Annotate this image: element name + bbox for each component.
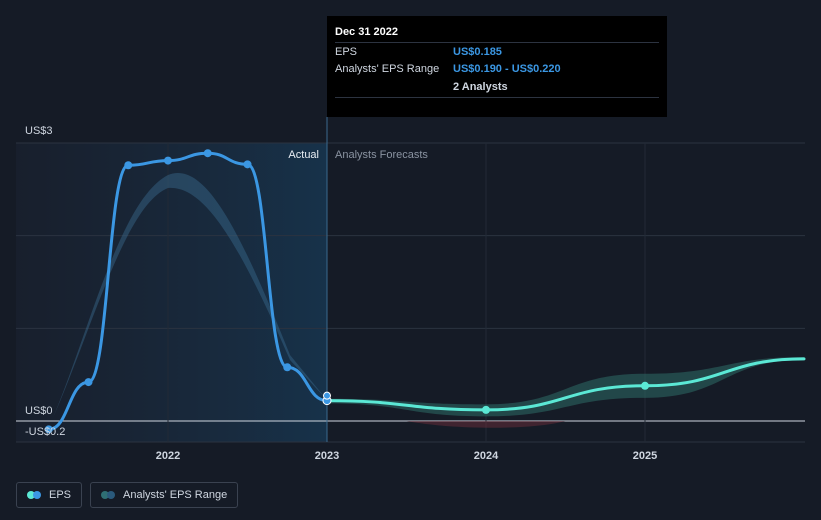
eps-point [44,425,53,434]
y-tick-label: -US$0.2 [25,426,65,438]
tooltip-range-row: Analysts' EPS Range US$0.190 - US$0.220 [335,60,659,77]
x-tick-label: 2022 [156,450,180,462]
actual-region [16,143,327,442]
tooltip-eps-row: EPS US$0.185 [335,42,659,60]
forecast-point [641,381,649,390]
tooltip-range-label: Analysts' EPS Range [335,62,440,75]
actual-region-bg [16,143,327,442]
x-tick-label: 2024 [474,450,499,462]
forecast-label: Analysts Forecasts [335,149,428,161]
tooltip-range-value: US$0.190 - US$0.220 [453,62,561,75]
eps-legend-icon [27,490,43,500]
hover-point [323,391,331,400]
forecast-point [482,405,490,414]
tooltip: Dec 31 2022 EPS US$0.185 Analysts' EPS R… [327,16,667,117]
eps-point [283,363,292,372]
tooltip-eps-value: US$0.185 [453,45,502,58]
range-legend-icon [101,490,117,500]
legend-eps-label: EPS [49,489,72,501]
x-tick-label: 2025 [633,450,657,462]
eps-point [203,149,212,158]
actual-label: Actual [288,149,319,161]
axis-labels: US$3 US$0 -US$0.2 2022 2023 2024 2025 Actual Ana… [25,125,657,462]
eps-point [243,160,252,169]
eps-point [124,161,133,170]
eps-point [84,378,93,387]
legend-range-label: Analysts' EPS Range [123,489,228,501]
series-points [44,149,649,434]
legend-range-button[interactable]: Analysts' EPS Range [90,482,239,508]
series-lines [47,151,806,431]
y-tick-label: US$3 [25,125,53,137]
y-tick-label: US$0 [25,405,53,417]
eps-point [164,156,172,165]
tooltip-analysts-count: 2 Analysts [453,81,508,93]
eps-line [47,151,329,431]
negative-band [406,421,566,428]
grid [16,117,805,443]
tooltip-eps-label: EPS [335,45,358,58]
tooltip-date: Dec 31 2022 [335,26,398,38]
forecast-range-band [327,357,804,417]
legend: EPS Analysts' EPS Range [16,482,239,508]
tooltip-analysts-row: 2 Analysts [335,77,659,98]
legend-eps-button[interactable]: EPS [16,482,83,508]
forecast-line [325,357,806,412]
x-tick-label: 2023 [315,450,339,462]
